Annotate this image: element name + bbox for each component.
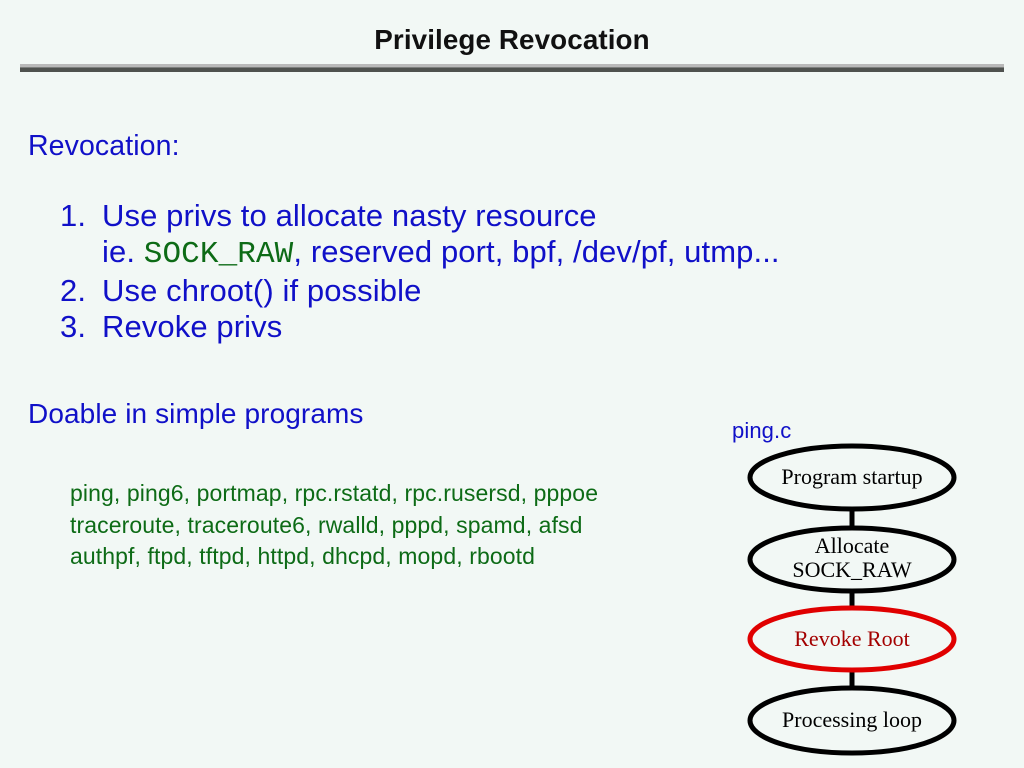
svg-text:Processing loop: Processing loop [782, 707, 922, 732]
svg-text:Revoke Root: Revoke Root [794, 626, 910, 651]
svg-text:SOCK_RAW: SOCK_RAW [792, 557, 911, 582]
svg-text:Allocate: Allocate [815, 533, 890, 558]
svg-text:Program startup: Program startup [781, 464, 922, 489]
